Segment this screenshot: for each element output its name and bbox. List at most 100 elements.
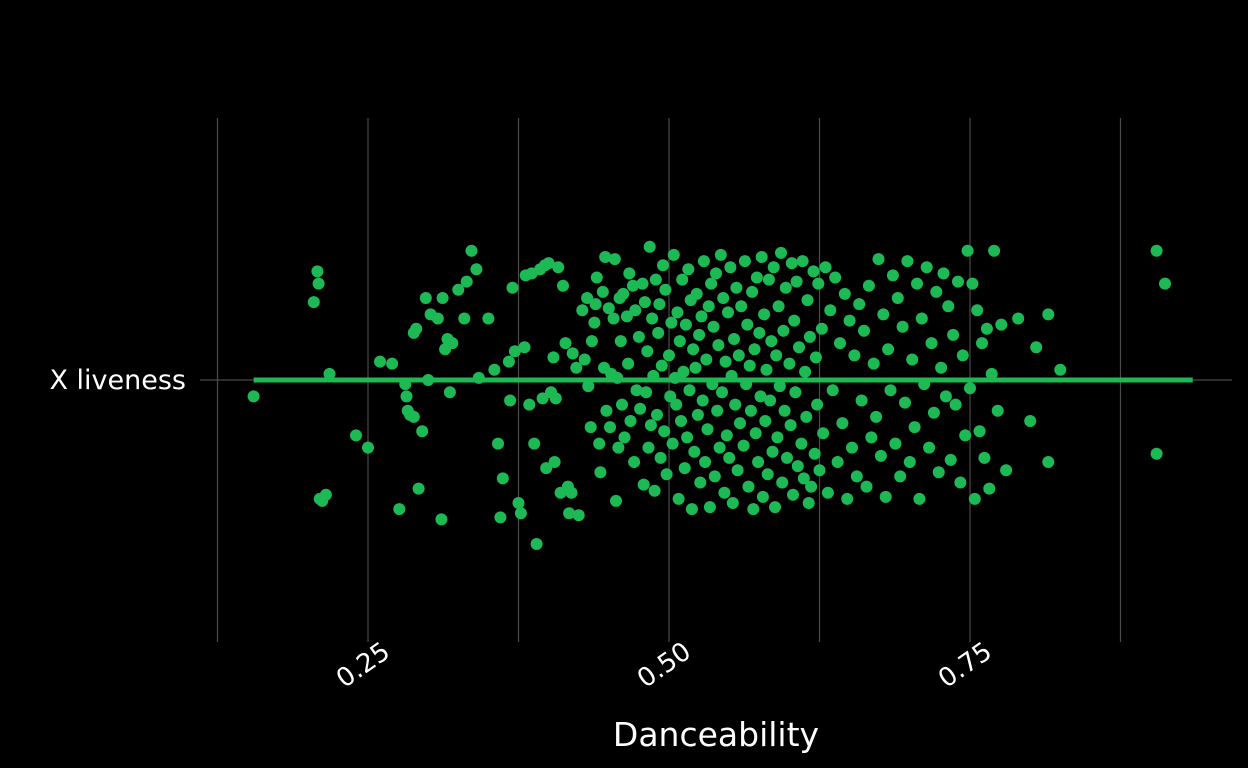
data-point — [1042, 308, 1055, 321]
data-point — [788, 314, 801, 327]
data-point — [877, 308, 890, 321]
data-point — [755, 251, 768, 263]
data-point — [632, 330, 645, 343]
data-point — [652, 326, 665, 339]
data-point — [319, 488, 332, 501]
data-point — [667, 248, 680, 261]
data-point — [781, 451, 793, 464]
data-point — [762, 273, 775, 286]
data-point — [488, 363, 501, 376]
data-point — [518, 341, 531, 354]
data-point — [731, 464, 744, 477]
data-point — [666, 437, 679, 450]
data-point — [988, 244, 1001, 257]
data-point — [452, 283, 465, 296]
data-point — [641, 345, 654, 358]
data-point — [821, 486, 834, 499]
data-point — [775, 246, 787, 259]
data-point — [676, 273, 689, 286]
data-point — [612, 441, 625, 454]
data-point — [747, 503, 760, 516]
data-point — [903, 456, 916, 468]
data-point — [616, 398, 628, 411]
data-point — [797, 472, 810, 485]
data-point — [719, 355, 732, 368]
data-point — [608, 253, 621, 266]
data-point — [985, 367, 998, 380]
data-point — [860, 480, 873, 493]
data-point — [803, 330, 816, 343]
data-point — [643, 240, 656, 253]
data-point — [596, 285, 609, 298]
data-point — [393, 503, 406, 516]
data-point — [410, 322, 423, 335]
data-point — [725, 369, 738, 382]
data-point — [636, 277, 649, 290]
data-point — [983, 482, 996, 495]
data-point — [978, 451, 991, 464]
data-point — [717, 292, 730, 304]
data-point — [711, 404, 724, 417]
data-point — [927, 406, 940, 419]
data-point — [1024, 415, 1037, 427]
data-point — [362, 441, 374, 454]
data-point — [492, 437, 504, 450]
data-point — [787, 488, 799, 501]
data-point — [901, 255, 914, 268]
data-point — [855, 394, 868, 407]
data-point — [915, 312, 928, 325]
data-point — [514, 507, 527, 520]
data-point — [706, 378, 719, 391]
data-point — [723, 451, 736, 464]
data-point — [870, 410, 883, 423]
data-point — [660, 468, 673, 481]
data-point — [647, 369, 660, 382]
data-point — [419, 292, 432, 304]
data-point — [681, 431, 694, 444]
data-point — [547, 351, 560, 364]
data-point — [638, 296, 651, 309]
data-point — [801, 294, 814, 307]
data-point — [937, 267, 950, 280]
data-point — [935, 361, 948, 374]
data-point — [995, 318, 1008, 331]
data-point — [323, 367, 336, 380]
data-point — [696, 394, 709, 407]
data-point — [959, 429, 972, 442]
data-point — [618, 431, 631, 444]
data-point — [790, 275, 803, 288]
data-point — [584, 421, 597, 434]
category-axis: X liveness — [49, 365, 186, 396]
data-point — [954, 476, 967, 489]
data-point — [800, 410, 813, 423]
data-point — [758, 308, 771, 321]
data-point — [772, 300, 785, 313]
data-point — [841, 492, 854, 505]
data-point — [882, 343, 895, 356]
data-point — [836, 417, 849, 430]
data-point — [669, 371, 681, 384]
data-point — [436, 292, 449, 304]
data-point — [728, 333, 740, 345]
data-point — [435, 513, 448, 526]
data-point — [599, 251, 612, 263]
data-point — [724, 261, 737, 274]
data-point — [536, 392, 549, 405]
data-point — [1054, 363, 1067, 376]
data-point — [729, 398, 742, 411]
data-point — [572, 509, 585, 522]
data-point — [764, 394, 777, 407]
data-point — [850, 470, 863, 483]
data-point — [773, 380, 786, 393]
data-point — [939, 390, 952, 403]
data-point — [793, 341, 805, 354]
data-point — [506, 281, 519, 294]
data-point — [831, 456, 844, 468]
data-point — [695, 310, 708, 323]
data-point — [949, 398, 962, 411]
data-point — [593, 437, 606, 450]
data-point — [744, 404, 757, 417]
category-label: X liveness — [49, 365, 186, 396]
data-point — [872, 253, 885, 266]
data-point — [683, 384, 696, 397]
